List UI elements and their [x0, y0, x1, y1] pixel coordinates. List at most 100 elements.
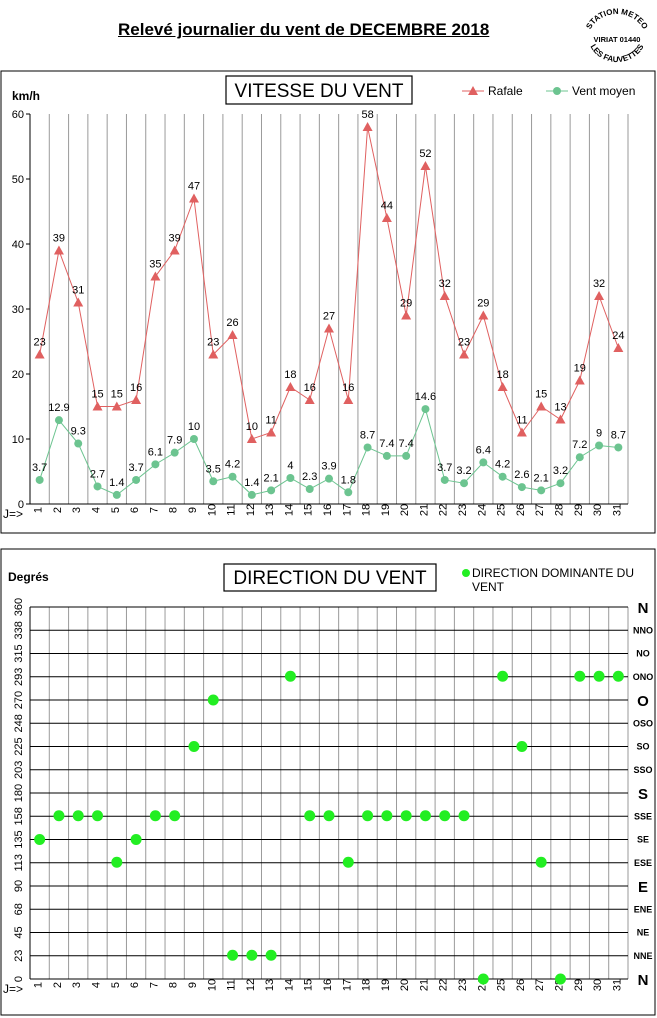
- data-label: 1.4: [244, 477, 259, 489]
- x-tick-label: 25: [496, 504, 508, 516]
- x-tick-label: 31: [611, 979, 623, 991]
- data-label: 4: [287, 460, 293, 472]
- x-tick-label: 18: [361, 979, 373, 991]
- data-point-vent-moyen: [614, 443, 623, 452]
- x-tick-label: 8: [168, 982, 180, 988]
- data-point-vent-moyen: [247, 490, 256, 499]
- data-point-direction: [419, 810, 431, 822]
- y-tick-label: 225: [13, 737, 25, 755]
- data-point-vent-moyen: [556, 479, 565, 488]
- data-point-direction: [265, 949, 277, 961]
- legend-entry: DIRECTION DOMINANTE DU: [472, 566, 634, 580]
- x-axis-label: J=>: [3, 982, 23, 996]
- data-point-rafale: [304, 395, 315, 404]
- x-tick-label: 31: [611, 504, 623, 516]
- data-point-rafale: [420, 161, 431, 170]
- data-label: 18: [496, 369, 508, 381]
- x-tick-label: 16: [322, 979, 334, 991]
- data-label: 4.2: [225, 459, 240, 471]
- data-point-direction: [554, 973, 566, 985]
- data-label: 3.5: [206, 463, 221, 475]
- data-label: 3.7: [32, 462, 47, 474]
- x-tick-label: 12: [245, 979, 257, 991]
- data-label: 23: [207, 337, 219, 349]
- data-point-direction: [169, 810, 181, 822]
- data-point-vent-moyen: [286, 474, 295, 482]
- y-tick-label: 40: [12, 239, 24, 251]
- data-point-rafale: [343, 395, 354, 404]
- data-label: 3.2: [553, 465, 568, 477]
- x-tick-label: 17: [341, 979, 353, 991]
- data-point-vent-moyen: [325, 474, 333, 483]
- x-tick-label: 22: [438, 504, 450, 516]
- data-point-vent-moyen: [35, 475, 44, 484]
- legend-entry: Rafale: [488, 84, 523, 98]
- data-point-vent-moyen: [440, 475, 449, 484]
- data-point-direction: [342, 856, 354, 868]
- data-label: 27: [323, 311, 335, 323]
- data-label: 13: [554, 402, 566, 414]
- data-label: 32: [439, 278, 451, 290]
- data-point-rafale: [92, 401, 103, 411]
- data-label: 4.2: [495, 459, 510, 471]
- direction-label: E: [638, 879, 648, 896]
- data-point-vent-moyen: [151, 460, 160, 469]
- data-point-direction: [149, 810, 161, 822]
- data-label: 58: [361, 109, 373, 121]
- data-label: 23: [458, 337, 470, 349]
- data-point-rafale: [208, 349, 219, 359]
- data-label: 3.2: [456, 465, 471, 477]
- data-point-direction: [612, 670, 624, 682]
- data-point-vent-moyen: [517, 483, 526, 492]
- data-label: 2.1: [263, 472, 278, 484]
- legend-marker-circle: [553, 87, 561, 95]
- x-tick-label: 24: [476, 504, 488, 516]
- direction-label: N: [638, 972, 649, 989]
- data-point-vent-moyen: [93, 482, 102, 491]
- data-label: 3.7: [128, 462, 143, 474]
- x-tick-label: 3: [71, 982, 83, 988]
- data-point-vent-moyen: [170, 448, 179, 457]
- legend-marker-triangle: [468, 86, 478, 95]
- data-label: 16: [342, 382, 354, 394]
- direction-label: O: [637, 693, 649, 710]
- data-point-rafale: [555, 414, 566, 424]
- x-tick-label: 17: [341, 504, 353, 516]
- data-point-vent-moyen: [575, 453, 584, 462]
- data-label: 3.9: [321, 461, 336, 473]
- direction-label: SSE: [634, 811, 652, 821]
- data-label: 14.6: [415, 391, 436, 403]
- data-point-rafale: [401, 310, 412, 320]
- x-tick-label: 4: [91, 507, 103, 513]
- data-label: 2.1: [534, 472, 549, 484]
- data-label: 39: [169, 233, 181, 245]
- data-label: 35: [149, 259, 161, 271]
- data-label: 6.4: [476, 444, 491, 456]
- data-point-vent-moyen: [112, 490, 121, 499]
- data-point-rafale: [285, 382, 296, 391]
- data-point-direction: [92, 810, 104, 822]
- x-tick-label: 19: [380, 504, 392, 516]
- data-point-direction: [362, 810, 374, 822]
- legend-entry: VENT: [472, 580, 505, 594]
- data-point-vent-moyen: [209, 477, 218, 486]
- y-tick-label: 338: [13, 621, 25, 639]
- data-label: 7.4: [379, 438, 394, 450]
- data-label: 10: [246, 421, 258, 433]
- data-label: 29: [477, 298, 489, 310]
- data-label: 29: [400, 298, 412, 310]
- data-point-direction: [246, 949, 258, 961]
- data-label: 12.9: [48, 402, 69, 414]
- x-tick-label: 15: [303, 504, 315, 516]
- data-label: 52: [419, 148, 431, 160]
- y-tick-label: 0: [18, 499, 24, 511]
- y-tick-label: 50: [12, 174, 24, 186]
- data-point-direction: [458, 810, 470, 822]
- x-tick-label: 16: [322, 504, 334, 516]
- x-tick-label: 30: [592, 504, 604, 516]
- data-label: 2.6: [514, 469, 529, 481]
- data-label: 31: [72, 285, 84, 297]
- data-point-direction: [72, 810, 84, 822]
- data-point-vent-moyen: [305, 485, 314, 494]
- x-tick-label: 25: [496, 979, 508, 991]
